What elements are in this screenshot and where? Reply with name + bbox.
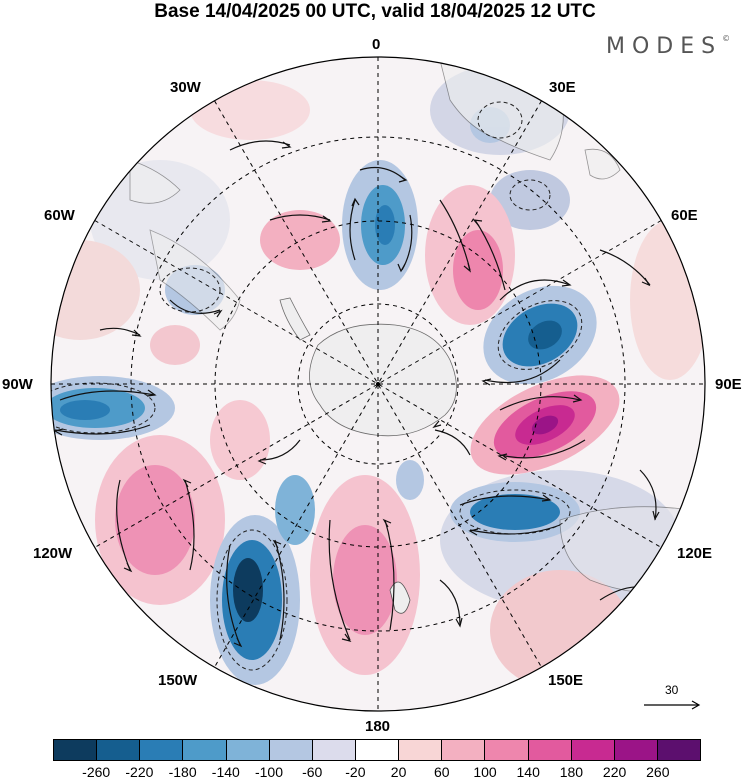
colorbar-tick-label: 260 bbox=[646, 764, 670, 780]
colorbar-tick-label: 100 bbox=[473, 764, 497, 780]
lon-label-60w: 60W bbox=[44, 207, 75, 224]
lon-label-150e: 150E bbox=[548, 672, 584, 689]
colorbar-swatch bbox=[657, 740, 701, 760]
colorbar-swatch bbox=[614, 740, 658, 760]
modes-logo: MODES© bbox=[606, 34, 731, 59]
colorbar-swatch bbox=[442, 740, 486, 760]
colorbar-tick-label: -100 bbox=[254, 764, 284, 780]
colorbar-swatch bbox=[312, 740, 356, 760]
colorbar-swatch bbox=[571, 740, 615, 760]
colorbar-tick-label: -180 bbox=[168, 764, 197, 780]
colorbar-tick-label: -20 bbox=[345, 764, 366, 780]
colorbar-tick-label: 140 bbox=[516, 764, 540, 780]
colorbar-tick-label: 220 bbox=[602, 764, 627, 780]
colorbar-swatch bbox=[54, 740, 98, 760]
colorbar-tick-label: 180 bbox=[559, 764, 584, 780]
colorbar-tick-label: -220 bbox=[125, 764, 154, 780]
lon-label-150w: 150W bbox=[158, 672, 198, 689]
colorbar bbox=[53, 739, 701, 761]
graticule bbox=[51, 57, 705, 711]
colorbar-tick-label: 60 bbox=[434, 764, 450, 780]
colorbar-tick-label: -260 bbox=[82, 764, 111, 780]
map-boundary bbox=[50, 56, 706, 712]
colorbar-swatch bbox=[226, 740, 270, 760]
lon-label-60e: 60E bbox=[671, 207, 698, 224]
colorbar-swatch bbox=[97, 740, 141, 760]
lon-label-30w: 30W bbox=[170, 79, 201, 96]
colorbar-tick-label: -140 bbox=[211, 764, 240, 780]
lon-label-120w: 120W bbox=[33, 545, 73, 562]
lon-label-90e: 90E bbox=[715, 376, 742, 393]
colorbar-swatch bbox=[140, 740, 184, 760]
colorbar-tick-labels: -260 -220 -180 -140 -100 -60 -20 20 60 100 140 180 2… bbox=[0, 764, 750, 782]
colorbar-swatch bbox=[528, 740, 572, 760]
lon-label-180: 180 bbox=[365, 718, 391, 735]
lon-label-30e: 30E bbox=[549, 79, 576, 96]
lon-label-120e: 120E bbox=[677, 545, 713, 562]
south-pole-marker bbox=[376, 382, 380, 386]
lon-label-0: 0 bbox=[372, 36, 381, 53]
colorbar-swatch bbox=[183, 740, 227, 760]
anomaly-field bbox=[51, 57, 705, 711]
colorbar-swatch bbox=[355, 740, 400, 760]
colorbar-swatch bbox=[485, 740, 529, 760]
colorbar-swatch bbox=[269, 740, 313, 760]
map-title: Base 14/04/2025 00 UTC, valid 18/04/2025… bbox=[154, 1, 596, 22]
colorbar-tick-label: -60 bbox=[302, 764, 323, 780]
vector-scale-value: 30 bbox=[665, 683, 679, 697]
colorbar-tick-label: 20 bbox=[390, 764, 407, 780]
vector-scale-arrow-icon bbox=[644, 700, 701, 710]
lon-label-90w: 90W bbox=[2, 376, 33, 393]
colorbar-swatch bbox=[399, 740, 443, 760]
